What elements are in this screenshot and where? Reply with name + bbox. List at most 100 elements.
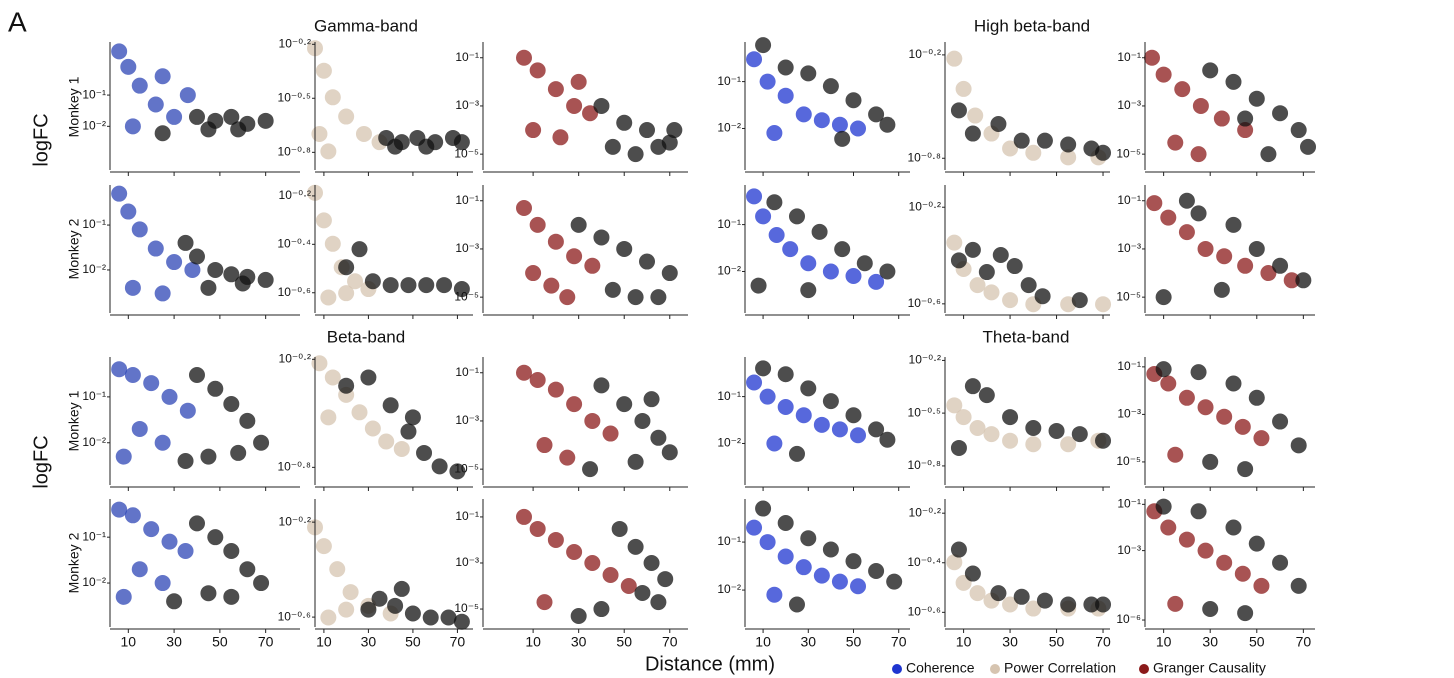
data-point (1216, 248, 1233, 265)
data-point (111, 501, 128, 518)
y-tick-label: 10⁻⁰·⁸ (277, 460, 311, 474)
y-tick-label: 10⁻⁰·² (279, 188, 311, 202)
data-point (1213, 281, 1230, 298)
data-point (559, 289, 576, 306)
data-point (188, 515, 205, 532)
y-tick-label: 10⁻¹ (1117, 193, 1141, 207)
data-point (223, 542, 240, 559)
data-point (584, 554, 601, 571)
data-point (1290, 437, 1307, 454)
x-tick-label: 70 (1095, 634, 1111, 650)
y-tick-label: 10⁻⁵ (454, 146, 479, 160)
data-point (436, 277, 453, 294)
data-point (529, 216, 546, 233)
data-point (650, 429, 667, 446)
x-tick-label: 10 (525, 634, 541, 650)
data-point (759, 73, 776, 90)
data-point (822, 263, 839, 280)
data-point (850, 578, 867, 595)
data-point (200, 585, 217, 602)
data-point (782, 241, 799, 258)
data-point (154, 125, 171, 142)
data-point (1174, 81, 1191, 98)
data-point (1060, 149, 1077, 166)
y-tick-label: 10⁻⁰·² (909, 47, 941, 61)
data-point (616, 240, 633, 257)
data-point (868, 562, 885, 579)
x-tick-label: 50 (616, 634, 632, 650)
data-point (154, 434, 171, 451)
y-tick-label: 10⁻³ (455, 98, 479, 112)
data-point (453, 613, 470, 630)
y-tick-label: 10⁻² (717, 582, 741, 596)
data-point (547, 531, 564, 548)
data-point (431, 458, 448, 475)
data-point (639, 122, 655, 139)
data-point (257, 112, 274, 129)
data-point (627, 289, 644, 306)
data-point (382, 277, 399, 294)
data-point (1248, 535, 1265, 552)
data-point (360, 369, 377, 386)
data-point (418, 277, 435, 294)
y-tick-label: 10⁻³ (1117, 98, 1141, 112)
y-tick-label: 10⁻⁰·² (909, 199, 941, 213)
data-point (393, 580, 410, 597)
data-point (1071, 426, 1088, 443)
data-point (566, 396, 583, 413)
data-point (131, 561, 148, 578)
legend-label: Power Correlation (1004, 660, 1116, 676)
data-point (324, 235, 341, 252)
data-point (1167, 595, 1184, 612)
data-point (338, 259, 355, 276)
x-tick-label: 50 (846, 634, 862, 650)
x-tick-label: 30 (800, 634, 816, 650)
data-point (639, 253, 655, 270)
data-point (602, 567, 619, 584)
x-tick-label: 70 (1296, 634, 1312, 650)
data-point (131, 77, 148, 94)
data-point (593, 97, 610, 114)
data-point (200, 448, 217, 465)
data-point (1190, 146, 1207, 163)
data-point (166, 108, 183, 125)
data-point (661, 444, 678, 461)
data-point (777, 548, 794, 565)
y-tick-label: 10⁻⁰·⁵ (908, 405, 941, 419)
data-point (795, 106, 812, 123)
data-point (657, 571, 674, 588)
data-point (886, 573, 903, 590)
data-point (315, 212, 332, 229)
x-tick-label: 10 (956, 634, 972, 650)
data-point (1002, 432, 1019, 449)
y-tick-label: 10⁻¹ (717, 534, 741, 548)
data-point (207, 261, 224, 278)
data-point (1216, 408, 1233, 425)
data-point (831, 116, 848, 133)
data-point (766, 586, 783, 603)
data-point (811, 223, 828, 240)
data-point (1234, 565, 1251, 582)
data-point (1025, 144, 1042, 161)
data-point (115, 588, 132, 605)
band-title: High beta-band (974, 16, 1090, 35)
data-point (1272, 105, 1289, 122)
data-point (547, 381, 564, 398)
data-point (766, 125, 783, 142)
data-point (1146, 195, 1163, 212)
data-point (850, 427, 867, 444)
data-point (1048, 422, 1065, 439)
data-point (536, 437, 553, 454)
data-point (416, 444, 433, 461)
data-point (1225, 375, 1242, 392)
legend-label: Granger Causality (1153, 660, 1266, 676)
data-point (566, 543, 583, 560)
y-tick-label: 10⁻⁰·² (279, 36, 311, 50)
data-point (154, 285, 171, 302)
data-point (950, 102, 967, 119)
data-point (234, 275, 251, 292)
data-point (1095, 296, 1112, 313)
data-point (536, 594, 553, 611)
data-point (1002, 140, 1019, 157)
